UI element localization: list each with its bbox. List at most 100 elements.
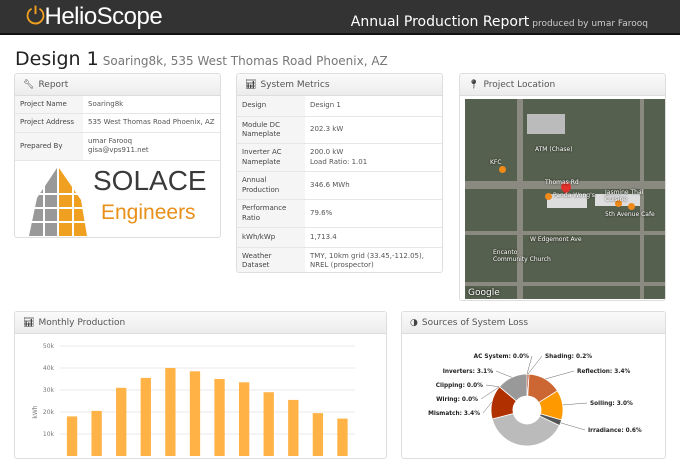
map-label: 5th Avenue Cafe [605,211,655,218]
bar[interactable] [263,392,274,456]
table-row: Performance Ratio 79.6% [237,199,442,228]
row-value: 202.3 kW [305,116,442,145]
restaurant-icon[interactable] [545,193,552,200]
leader-line [485,384,500,388]
pie-slice[interactable] [498,373,528,402]
leader-line [562,402,588,406]
half-circle-icon: ◑ [410,318,418,328]
table-row: Prepared By umar Farooq gisa@vps911.net [15,132,220,161]
slice-label: Inverters: 3.1% [443,369,493,375]
power-icon: ⏻ [26,3,45,30]
panel-title: Monthly Production [38,318,126,328]
bar[interactable] [140,377,151,456]
y-tick-label: 40k [43,365,55,372]
slice-label: Irradiance: 0.6% [588,428,642,434]
slice-label: Reflection: 3.4% [577,369,631,375]
table-row: Project Name Soaring8k [15,96,220,115]
panel-title: Sources of System Loss [421,318,529,328]
design-name: Design 1 [15,48,99,70]
report-title-text: Annual Production Report [350,14,530,30]
y-tick-label: 20k [43,409,55,416]
bar[interactable] [238,382,250,456]
slice-label: Wiring: 0.0% [436,397,478,403]
row-key: Weather Dataset [237,247,305,272]
app-header: ⏻HelioScope Annual Production Report prod… [0,0,680,35]
row-key: Design [237,96,305,117]
page-subtitle: Soaring8k, 535 West Thomas Road Phoenix,… [102,54,388,68]
table-row: Weather Dataset TMY, 10km grid (33.45,-11… [237,247,442,272]
row-key: Project Name [15,96,83,115]
table-row: Annual Production 346.6 MWh [237,171,442,201]
building-logo-icon [29,167,87,236]
bar-chart-icon: 📊︎ [245,80,257,90]
slice-label: AC System: 0.0% [474,354,530,360]
preparer-email: gisa@vps911.net [88,146,149,155]
bar[interactable] [189,371,201,456]
table-row: Project Address 535 West Thomas Road Phoe… [15,113,220,133]
project-location-panel: 📍︎ Project Location KFC ATM (Chase) Thoma… [459,73,666,301]
page-title: Design 1 Soaring8k, 535 West Thomas Road … [15,48,388,70]
restaurant-icon[interactable] [615,200,622,207]
leader-line [526,355,533,375]
value-line: Design 1 [310,101,341,110]
restaurant-icon[interactable] [499,166,506,173]
row-value: 346.6 MWh [305,171,442,201]
value-line-2: Load Ratio: 1.01 [310,157,368,166]
y-tick-label: 50k [43,343,55,350]
report-title: Annual Production Report produced by umar… [351,14,648,30]
monthly-production-panel: 📊︎ Monthly Production 10k 20k 30k 40k 50k kWh [14,311,387,459]
leader-line [480,386,500,400]
bar[interactable] [91,410,102,456]
map-label: Encanto Community Church [493,249,551,263]
bar-chart-icon: 📊︎ [23,318,35,328]
map-label: Panda Wong's [553,192,595,199]
logo-engineers: Engineers [101,200,196,224]
table-row: kWh/kWp 1,713.4 [237,227,442,248]
metrics-table: Design Design 1 Module DC Nameplate 202.3 k… [237,96,442,272]
bar[interactable] [165,368,176,456]
bar[interactable] [337,418,348,456]
row-key: Annual Production [237,171,305,201]
satellite-map[interactable]: KFC ATM (Chase) Thomas Rd Panda Wong's J… [465,99,665,299]
bar[interactable] [66,416,78,456]
wrench-icon: 🔧︎ [23,80,35,90]
y-tick-label: 30k [43,387,55,394]
row-key: Module DC Nameplate [237,116,305,145]
report-table: Project Name Soaring8k Project Address 535… [15,96,220,161]
logo-solace: SOLACE [93,164,207,196]
preparer-name: umar Farooq [88,136,133,145]
slice-label: Clipping: 0.0% [436,383,483,389]
row-value: Soaring8k [83,96,220,115]
bar[interactable] [288,399,299,456]
slice-label: Soiling: 3.0% [590,401,633,407]
report-panel: 🔧︎ Report Project Name Soaring8k Project A… [14,73,221,238]
value-line: 346.6 MWh [310,180,350,189]
map-label: ATM (Chase) [535,146,573,153]
leader-line [482,401,493,414]
row-key: Performance Ratio [237,199,305,228]
pie-slice[interactable] [491,413,560,447]
system-loss-chart: Shading: 0.2% Reflection: 3.4% Soiling: 3.… [428,354,642,447]
helioscope-logo[interactable]: ⏻HelioScope [26,3,163,31]
bar[interactable] [312,413,324,456]
map-label: Jasmine Thai Cuisine [605,189,644,203]
system-loss-panel: ◑ Sources of System Loss Shading: 0.2% Ref… [401,311,666,459]
bar[interactable] [214,379,225,456]
leader-line [560,422,586,431]
cafe-icon[interactable] [628,203,635,210]
row-value: 79.6% [305,199,442,228]
value-line: 202.3 kW [310,125,344,134]
row-key: kWh/kWp [237,227,305,248]
row-value: 535 West Thomas Road Phoenix, AZ [83,113,220,133]
produced-by: produced by umar Farooq [532,19,648,29]
value-line: TMY, 10km grid (33.45,-112.05), NREL (pr… [310,252,424,270]
google-logo[interactable]: Google [468,288,500,298]
y-axis-label: kWh [32,405,39,418]
row-value: 200.0 kW Load Ratio: 1.01 [305,143,442,173]
map-marker-icon: 📍︎ [468,80,480,90]
logo-text: HelioScope [44,3,163,30]
row-value: Design 1 [305,96,442,117]
bar[interactable] [116,387,127,456]
row-key: Project Address [15,113,83,133]
value-line: 1,713.4 [310,232,337,241]
